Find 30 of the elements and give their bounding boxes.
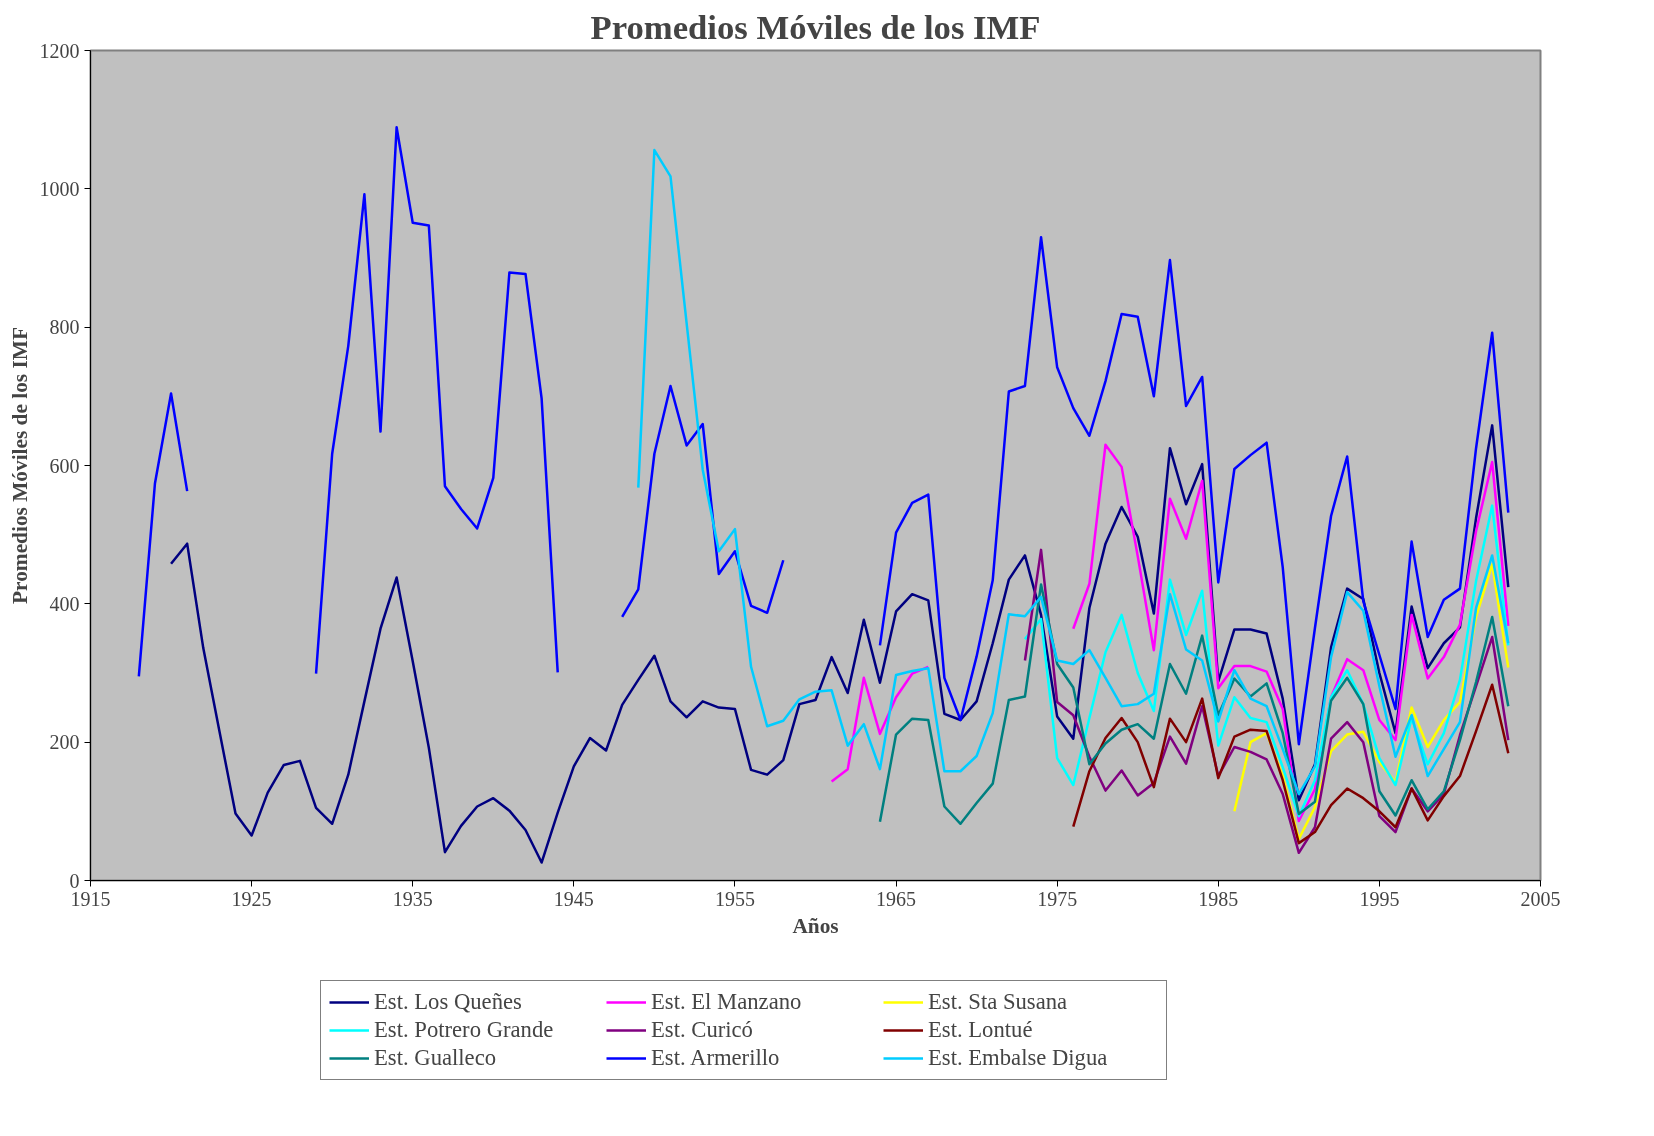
y-tick-label: 200	[49, 731, 80, 754]
legend-label: Est. Embalse Digua	[928, 1045, 1109, 1071]
y-tick-label: 1200	[39, 39, 80, 62]
x-tick-label: 1925	[231, 887, 272, 910]
x-tick-label: 1965	[876, 887, 917, 910]
legend-label: Est. Curicó	[651, 1017, 754, 1043]
x-tick-label: 1945	[553, 887, 594, 910]
x-tick-label: 2005	[1520, 887, 1561, 910]
chart-title: Promedios Móviles de los IMF	[590, 7, 1041, 46]
x-tick-label: 1935	[392, 887, 433, 910]
x-tick-label: 1995	[1359, 887, 1400, 910]
y-tick-label: 800	[49, 316, 80, 339]
line-series	[637, 148, 1510, 796]
legend-label: Est. Sta Susana	[928, 989, 1069, 1015]
legend-label: Est. El Manzano	[651, 989, 803, 1015]
y-tick-label: 400	[49, 592, 80, 615]
y-tick-label: 600	[49, 454, 80, 477]
line-series	[878, 583, 1510, 826]
y-axis-title: Promedios Móviles de los IMF	[7, 327, 32, 604]
x-tick-label: 1955	[714, 887, 755, 910]
legend-label: Est. Los Queñes	[374, 989, 523, 1015]
legend-label: Est. Gualleco	[374, 1045, 498, 1071]
y-tick-label: 1000	[39, 177, 80, 200]
x-tick-label: 1975	[1037, 887, 1078, 910]
legend-label: Est. Potrero Grande	[374, 1017, 555, 1043]
line-series	[1072, 683, 1510, 845]
legend-label: Est. Armerillo	[651, 1045, 781, 1071]
x-tick-label: 1985	[1198, 887, 1239, 910]
x-axis-title: Años	[792, 913, 839, 938]
legend-label: Est. Lontué	[928, 1017, 1034, 1043]
